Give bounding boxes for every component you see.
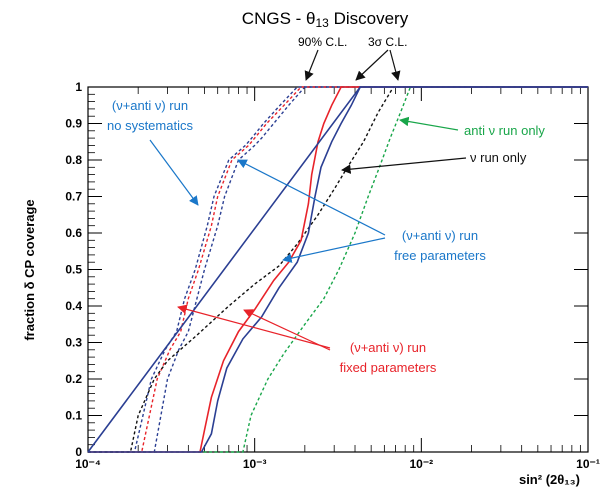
arrow-fixed-params-1 <box>177 304 331 349</box>
arrow-no-systematics <box>149 139 199 206</box>
x-tick-label-3: 10⁻¹ <box>576 457 600 471</box>
arrow-free-params-1 <box>237 159 386 236</box>
annotation-arrows <box>149 49 467 351</box>
arrow-90cl <box>304 49 319 81</box>
arrow-3sigma-1 <box>355 49 389 81</box>
series-line-2 <box>88 86 588 453</box>
arrow-anti-nu <box>399 116 459 131</box>
annot-fixed-1: (ν+anti ν) run <box>350 340 426 355</box>
series-line-3 <box>88 86 588 453</box>
arrow-free-params-2 <box>282 237 386 263</box>
series-line-5 <box>88 86 588 453</box>
y-tick-label-0: 0 <box>75 445 82 459</box>
series-line-1 <box>88 86 588 453</box>
annot-antinu: anti ν run only <box>464 123 545 138</box>
y-tick-label-10: 1 <box>75 80 82 94</box>
x-tick-label-2: 10⁻² <box>409 457 433 471</box>
annot-nosys-1: (ν+anti ν) run <box>112 98 188 113</box>
chart-title: CNGS - θ13 Discovery <box>242 9 409 30</box>
x-tick-label-0: 10⁻⁴ <box>75 457 101 471</box>
series-line-7 <box>87 86 588 453</box>
series-line-4 <box>88 86 588 453</box>
annot-fixed-2: fixed parameters <box>340 360 437 375</box>
x-axis-title: sin² (2θ₁₃) <box>519 472 580 487</box>
y-tick-label-4: 0.4 <box>65 299 82 313</box>
y-tick-label-2: 0.2 <box>65 372 82 386</box>
arrow-nu-only <box>341 157 467 174</box>
annot-nosys-2: no systematics <box>107 118 193 133</box>
series-layer <box>87 86 589 453</box>
annot-free-1: (ν+anti ν) run <box>402 228 478 243</box>
y-tick-label-8: 0.8 <box>65 153 82 167</box>
annot-nu: ν run only <box>470 150 527 165</box>
axis-ticks: 0 0.1 0.2 0.3 0.4 0.5 0.6 0.7 0.8 0.9 1 10⁻⁴ 10⁻³ 10⁻… <box>65 80 600 471</box>
y-tick-label-7: 0.7 <box>65 190 82 204</box>
y-tick-label-5: 0.5 <box>65 263 82 277</box>
plot-frame <box>87 86 589 453</box>
annot-cl90: 90% C.L. <box>298 35 347 49</box>
series-line-0 <box>88 86 588 453</box>
y-tick-label-3: 0.3 <box>65 336 82 350</box>
series-line-6 <box>88 86 588 453</box>
y-tick-label-6: 0.6 <box>65 226 82 240</box>
x-tick-label-1: 10⁻³ <box>243 457 267 471</box>
annot-free-2: free parameters <box>394 248 486 263</box>
arrow-fixed-params-2 <box>243 309 331 351</box>
annot-cl3sigma: 3σ C.L. <box>368 35 407 49</box>
y-tick-label-9: 0.9 <box>65 117 82 131</box>
y-tick-label-1: 0.1 <box>65 409 82 423</box>
y-axis-title: fraction δ CP coverage <box>22 199 37 340</box>
arrow-3sigma-2 <box>389 49 401 81</box>
